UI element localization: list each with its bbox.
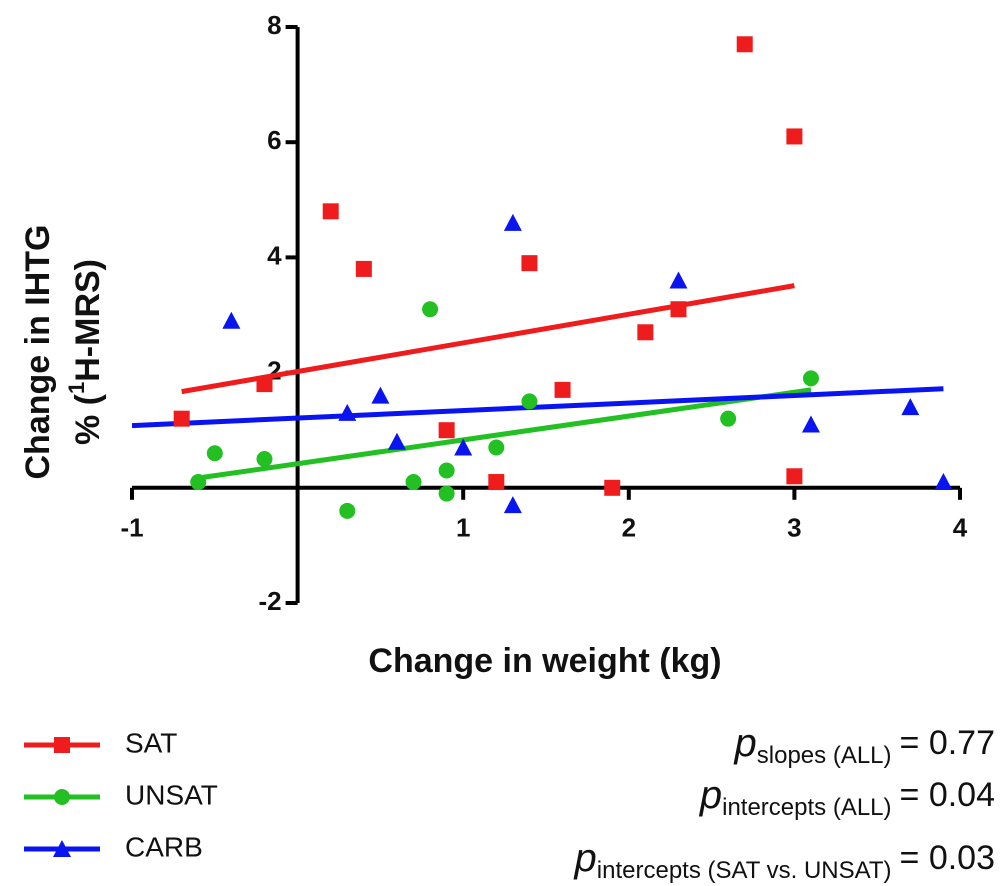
point — [670, 301, 687, 318]
point — [521, 393, 538, 410]
p-value-note: pslopes (ALL) = 0.77 — [734, 721, 995, 770]
x-tick-label: -1 — [120, 513, 143, 543]
y-tick-label: 6 — [267, 125, 281, 155]
point — [521, 255, 538, 272]
point — [488, 439, 505, 456]
point — [338, 403, 357, 421]
y-axis-title: % (1H-MRS) — [64, 259, 107, 445]
point — [405, 474, 422, 491]
point — [355, 260, 372, 277]
legend-marker — [54, 737, 70, 753]
point — [339, 502, 356, 519]
point — [222, 311, 241, 329]
p-value: = 0.77 — [900, 724, 995, 762]
point — [801, 415, 820, 433]
point — [720, 410, 737, 427]
point — [438, 422, 455, 439]
legend-marker — [54, 789, 70, 805]
point — [934, 473, 953, 491]
fit-line — [131, 386, 944, 429]
p-symbol: p — [734, 721, 757, 765]
p-value-note: pintercepts (SAT vs. UNSAT) = 0.03 — [574, 836, 995, 885]
p-subscript: intercepts (SAT vs. UNSAT) — [597, 857, 892, 884]
point — [503, 213, 522, 231]
x-axis-title: Change in weight (kg) — [368, 642, 721, 680]
x-tick-label: 1 — [456, 513, 470, 543]
p-symbol: p — [699, 773, 722, 817]
y-axis-title-sup: 1 — [64, 382, 89, 394]
point — [736, 36, 753, 53]
point — [454, 438, 473, 456]
point — [786, 468, 803, 485]
point — [387, 432, 406, 450]
legend-label: SAT — [125, 727, 177, 758]
p-subscript: intercepts (ALL) — [722, 794, 891, 821]
fit-line — [197, 387, 812, 481]
y-tick-label: 8 — [267, 10, 281, 40]
y-axis-title-part: H-MRS) — [69, 259, 107, 382]
point — [438, 462, 455, 479]
p-value: = 0.04 — [900, 776, 995, 814]
point — [802, 370, 819, 387]
point — [554, 381, 571, 398]
fit-line — [181, 283, 795, 395]
point — [901, 398, 920, 416]
p-subscript: slopes (ALL) — [757, 742, 892, 769]
point — [786, 128, 803, 145]
point — [438, 485, 455, 502]
x-tick-label: 4 — [953, 513, 968, 543]
p-value: = 0.03 — [900, 839, 995, 877]
legend-marker — [53, 840, 71, 857]
y-axis-title: Change in IHTG — [19, 225, 57, 480]
point — [637, 324, 654, 341]
point — [206, 445, 223, 462]
y-axis-title-part: % ( — [69, 393, 107, 445]
point — [256, 451, 273, 467]
p-value-note: pintercepts (ALL) = 0.04 — [699, 773, 995, 822]
point — [604, 479, 621, 496]
point — [173, 410, 190, 427]
y-tick-label: -2 — [258, 586, 281, 616]
legend-label: CARB — [125, 831, 203, 862]
point — [422, 301, 439, 318]
point — [322, 203, 339, 220]
y-tick-label: 4 — [267, 240, 282, 270]
x-tick-label: 3 — [787, 513, 801, 543]
point — [371, 386, 390, 404]
legend-label: UNSAT — [125, 779, 218, 810]
point — [503, 496, 522, 514]
x-tick-label: 2 — [622, 513, 636, 543]
point — [190, 474, 207, 491]
point — [669, 271, 688, 289]
p-symbol: p — [574, 836, 597, 880]
point — [256, 376, 273, 393]
point — [488, 474, 505, 491]
